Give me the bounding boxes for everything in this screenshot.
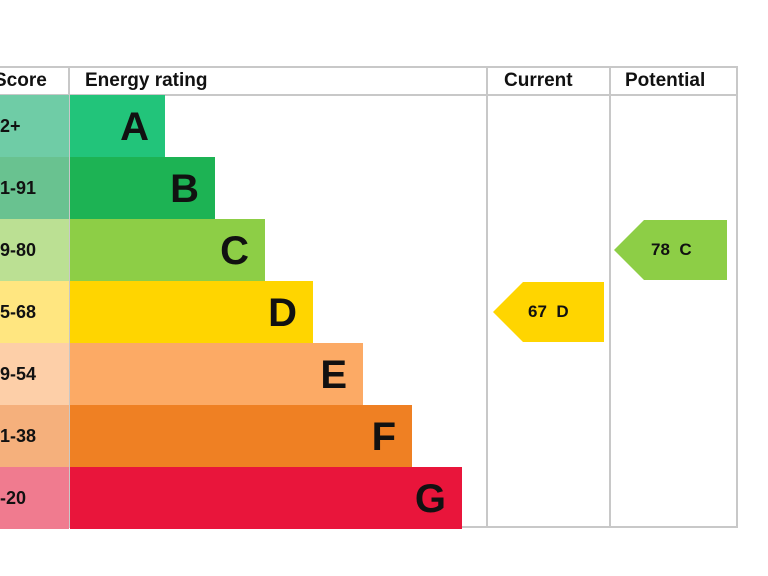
current-rating-label: 67 D xyxy=(528,302,569,321)
score-cell-f: 21-38 xyxy=(0,405,69,467)
score-cell-a: 92+ xyxy=(0,95,69,157)
band-bar-c: C xyxy=(70,219,265,281)
header-current: Current xyxy=(504,70,573,91)
band-letter: D xyxy=(268,291,297,335)
divider xyxy=(486,66,488,528)
band-letter: A xyxy=(120,105,149,149)
score-range: 1-20 xyxy=(0,488,27,508)
band-bar-b: B xyxy=(70,157,215,219)
score-cell-b: 81-91 xyxy=(0,157,69,219)
current-rating-arrow xyxy=(493,282,604,342)
header-potential: Potential xyxy=(625,70,706,91)
header-energy-rating: Energy rating xyxy=(85,70,208,91)
score-range: 55-68 xyxy=(0,302,37,322)
score-cell-g: 1-20 xyxy=(0,467,69,529)
score-range: 39-54 xyxy=(0,364,37,384)
band-bar-f: F xyxy=(70,405,412,467)
band-bar-g: G xyxy=(70,467,462,529)
band-letter: F xyxy=(371,415,396,459)
divider xyxy=(609,66,611,528)
score-range: 81-91 xyxy=(0,178,37,198)
score-cell-c: 69-80 xyxy=(0,219,69,281)
potential-rating-arrow xyxy=(614,220,727,280)
divider xyxy=(68,66,70,528)
band-letter: E xyxy=(320,353,347,397)
band-letter: C xyxy=(220,229,249,273)
score-cell-d: 55-68 xyxy=(0,281,69,343)
score-range: 92+ xyxy=(0,116,21,136)
score-range: 69-80 xyxy=(0,240,37,260)
band-bar-d: D xyxy=(70,281,313,343)
potential-rating-label: 78 C xyxy=(651,240,692,259)
header-score: Score xyxy=(0,70,47,91)
band-letter: B xyxy=(170,167,199,211)
score-cell-e: 39-54 xyxy=(0,343,69,405)
band-bar-a: A xyxy=(70,95,165,157)
score-range: 21-38 xyxy=(0,426,37,446)
band-bar-e: E xyxy=(70,343,363,405)
divider xyxy=(0,94,738,96)
band-letter: G xyxy=(414,477,446,521)
